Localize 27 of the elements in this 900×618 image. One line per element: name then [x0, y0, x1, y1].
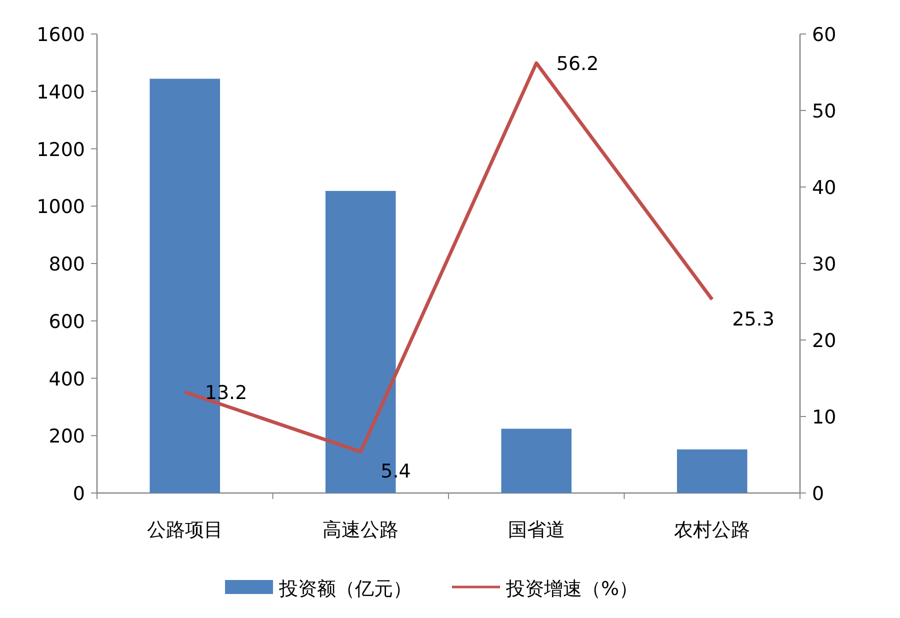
y-tick-label: 0	[72, 483, 85, 505]
x-tick-label: 农村公路	[674, 519, 750, 541]
y2-tick-label: 60	[812, 24, 836, 46]
y-tick-label: 800	[48, 254, 85, 276]
data-label: 25.3	[732, 308, 774, 330]
data-label: 56.2	[556, 53, 599, 76]
y-tick-label: 1600	[36, 24, 85, 46]
legend-label: 投资额（亿元）	[278, 578, 412, 600]
y2-tick-label: 30	[812, 254, 836, 276]
y2-tick-label: 50	[812, 100, 836, 122]
y-tick-label: 600	[48, 310, 85, 333]
y2-tick-label: 0	[812, 483, 824, 505]
legend-label: 投资增速（%）	[505, 578, 638, 600]
y2-tick-label: 40	[812, 177, 836, 199]
y-tick-label: 1400	[36, 81, 85, 104]
x-tick-label: 高速公路	[322, 519, 399, 541]
y-tick-label: 200	[48, 426, 85, 448]
y2-tick-label: 10	[812, 406, 836, 428]
bar	[676, 449, 748, 493]
y-tick-label: 1200	[36, 138, 85, 161]
x-tick-label: 公路项目	[146, 519, 223, 541]
x-tick-label: 国省道	[508, 519, 565, 541]
bar	[501, 428, 572, 493]
data-label: 5.4	[380, 460, 411, 483]
y2-tick-label: 20	[812, 330, 836, 352]
y-tick-label: 1000	[36, 196, 85, 218]
y-tick-label: 400	[48, 368, 85, 390]
